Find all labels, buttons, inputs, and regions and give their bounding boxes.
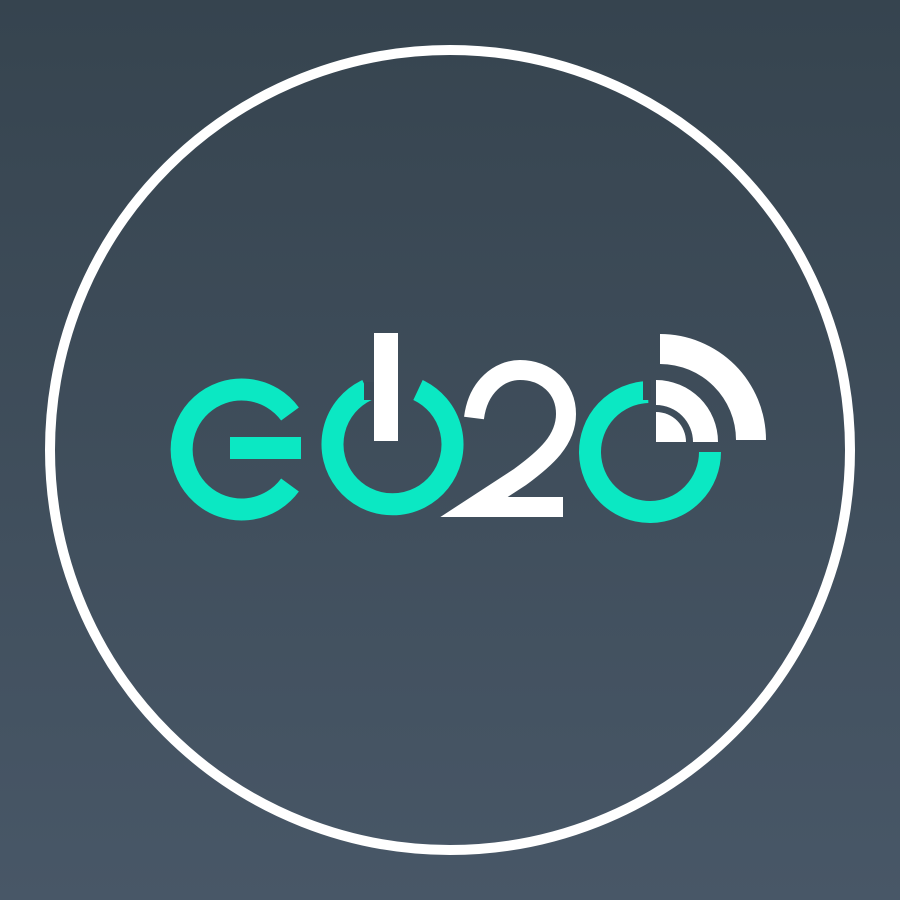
digit-two — [440, 359, 577, 517]
letter-g-bar — [230, 437, 301, 459]
logo-gap-cut-second — [643, 380, 651, 400]
signal-wave-middle — [656, 380, 718, 442]
power-ring-letter-o — [321, 380, 464, 516]
power-icon — [374, 333, 398, 441]
signal-waves-icon — [660, 334, 766, 440]
second-letter-o — [579, 381, 721, 523]
logo-gap-cut — [364, 382, 374, 400]
signal-wave-center — [656, 412, 686, 442]
logo-ring — [45, 45, 855, 855]
letter-g — [170, 378, 299, 521]
